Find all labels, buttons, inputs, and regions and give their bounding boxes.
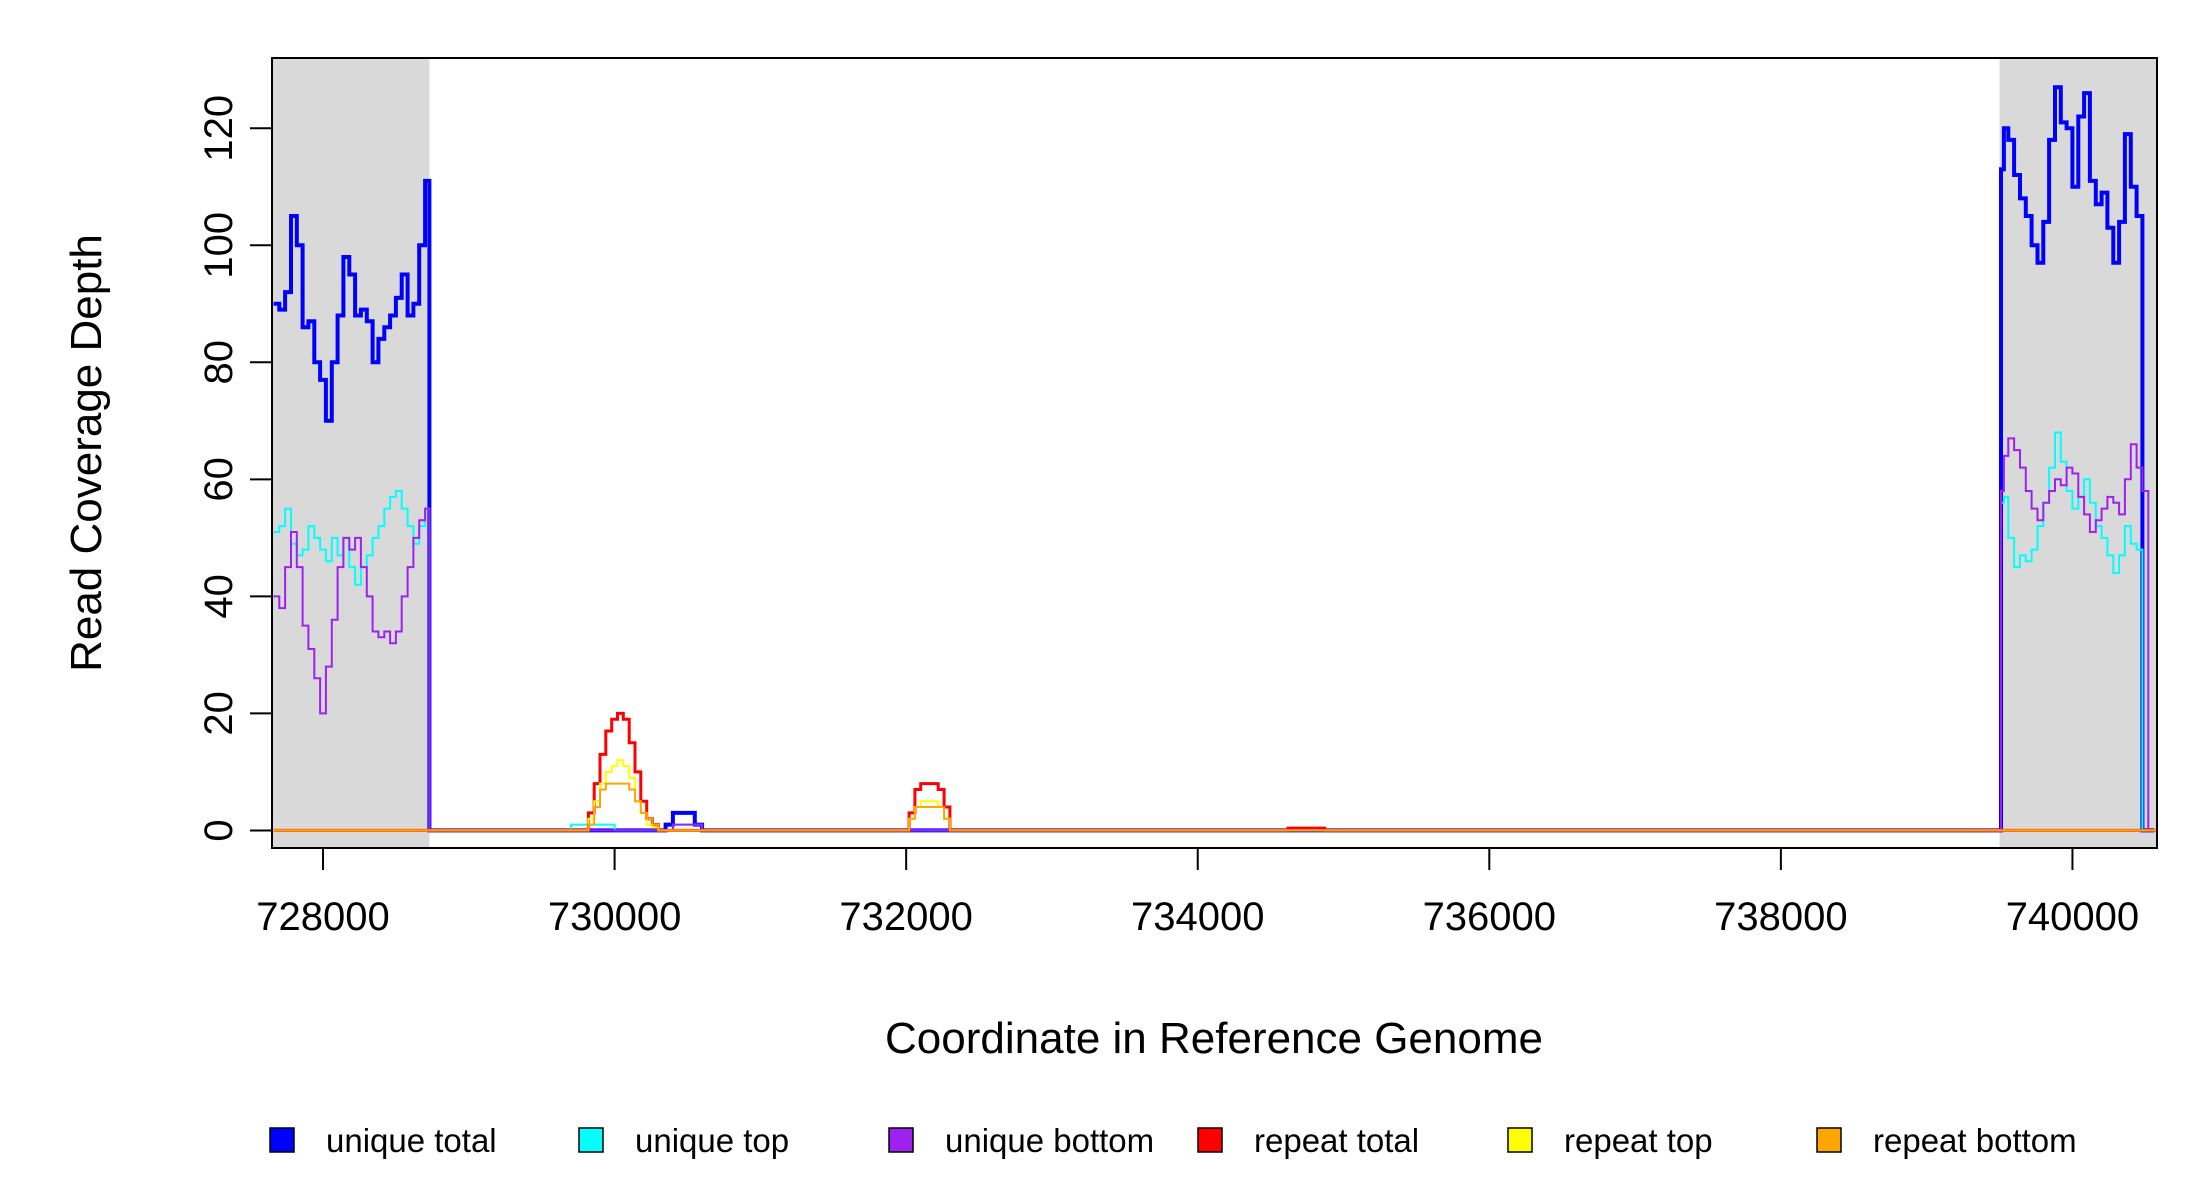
series-line-repeat-top — [273, 759, 2157, 832]
x-axis: 728000 730000 732000 734000 736000 738000 7400… — [256, 847, 2139, 939]
x-tick-label: 732000 — [839, 895, 972, 939]
x-tick-label: 728000 — [256, 895, 389, 939]
y-tick-label: 100 — [197, 212, 241, 279]
legend-swatch — [1507, 1127, 1533, 1153]
legend-label: repeat total — [1254, 1122, 1419, 1159]
legend-label: unique total — [326, 1122, 497, 1159]
y-tick-label: 60 — [197, 457, 241, 502]
y-tick-label: 120 — [197, 95, 241, 162]
shaded-regions — [272, 58, 2157, 848]
y-axis: 0 20 40 60 80 100 120 — [197, 95, 273, 842]
legend-item-unique-total: unique total — [269, 1122, 497, 1159]
series-line-repeat-total — [273, 711, 2157, 832]
y-tick-label: 80 — [197, 340, 241, 385]
series-line-repeat-bottom — [273, 782, 2157, 832]
legend-item-repeat-bottom: repeat bottom — [1816, 1122, 2077, 1159]
legend-swatch — [578, 1127, 604, 1153]
y-tick-label: 20 — [197, 691, 241, 736]
legend-item-unique-top: unique top — [578, 1122, 789, 1159]
legend-label: repeat bottom — [1873, 1122, 2077, 1159]
legend: unique total unique top unique bottom repea… — [269, 1122, 2077, 1159]
legend-label: unique top — [635, 1122, 789, 1159]
y-tick-label: 40 — [197, 574, 241, 619]
legend-item-repeat-top: repeat top — [1507, 1122, 1713, 1159]
legend-swatch — [1816, 1127, 1842, 1153]
legend-label: unique bottom — [945, 1122, 1154, 1159]
x-tick-label: 740000 — [2006, 895, 2139, 939]
series-line-unique-bottom — [273, 437, 2155, 832]
legend-item-repeat-total: repeat total — [1197, 1122, 1419, 1159]
series-line-unique-top — [273, 431, 2155, 832]
legend-item-unique-bottom: unique bottom — [888, 1122, 1154, 1159]
x-tick-label: 736000 — [1423, 895, 1556, 939]
x-tick-label: 738000 — [1714, 895, 1847, 939]
x-tick-label: 734000 — [1131, 895, 1264, 939]
plot-frame — [271, 57, 2158, 849]
shaded-region-0 — [272, 58, 430, 848]
y-axis-title: Read Coverage Depth — [62, 234, 111, 672]
legend-swatch — [269, 1127, 295, 1153]
x-tick-label: 730000 — [548, 895, 681, 939]
legend-swatch — [888, 1127, 914, 1153]
legend-label: repeat top — [1564, 1122, 1713, 1159]
series-line-unique-total — [273, 85, 2155, 833]
x-axis-title: Coordinate in Reference Genome — [885, 1014, 1543, 1063]
legend-swatch — [1197, 1127, 1223, 1153]
series-lines — [273, 85, 2157, 833]
y-tick-label: 0 — [197, 819, 241, 841]
